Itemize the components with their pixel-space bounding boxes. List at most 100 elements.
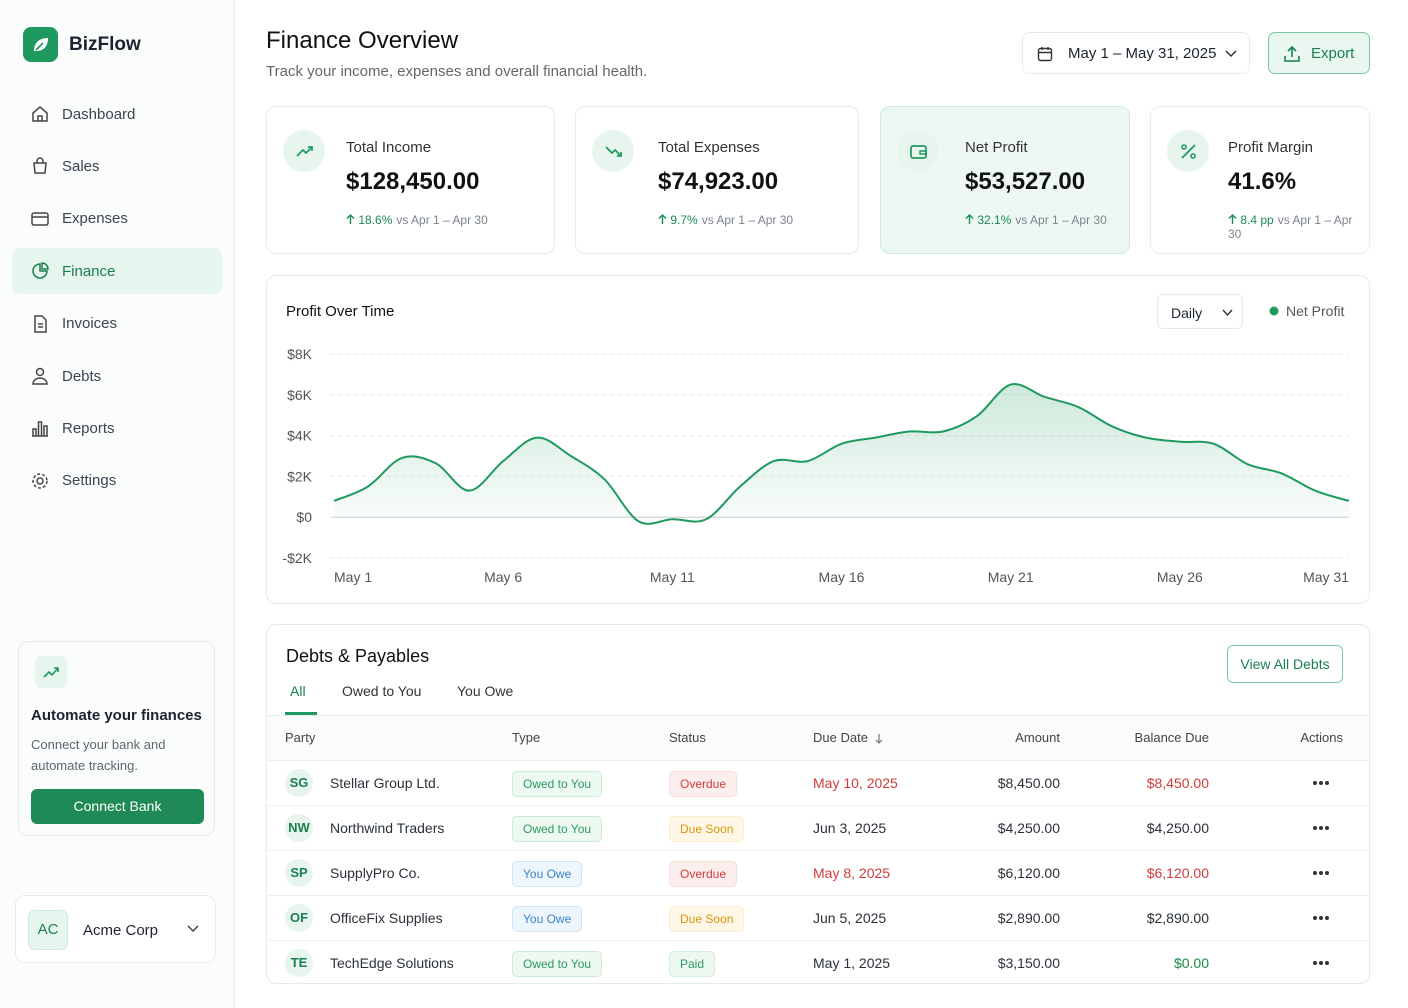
date-range: May 1 – May 31, 2025 — [1068, 45, 1217, 62]
account-switcher[interactable]: AC Acme Corp — [15, 895, 216, 963]
y-tick-label: $4K — [287, 428, 313, 444]
export-label: Export — [1311, 45, 1355, 62]
page-subtitle: Track your income, expenses and overall … — [266, 63, 648, 80]
balance-due: $2,890.00 — [1146, 910, 1209, 926]
type-badge: You Owe — [512, 906, 583, 932]
chart: -$2K $0 $2K $4K $6K $8K May 1 May 6 May 11 May 16… — [282, 303, 1350, 585]
kpi-value: $53,527.00 — [965, 168, 1086, 195]
nav-label: Dashboard — [62, 105, 136, 123]
account-name: Acme Corp — [83, 922, 159, 939]
kpi-change: 8.4 pp vs Apr 1 – Apr 30 — [1228, 213, 1369, 241]
actions-menu[interactable] — [1312, 960, 1330, 966]
kpi-label: Profit Margin — [1228, 139, 1314, 156]
due-date: Jun 5, 2025 — [813, 910, 887, 926]
status-badge: Overdue — [669, 771, 738, 797]
nav-item[interactable]: Settings — [12, 458, 222, 504]
debt-row[interactable]: OF OfficeFix Supplies You Owe Due Soon Jun 5… — [267, 895, 1369, 940]
status-badge: Paid — [669, 951, 716, 977]
amount: $4,250.00 — [997, 820, 1060, 836]
column-header: Type — [512, 730, 541, 745]
kpi-icon — [1167, 130, 1209, 172]
actions-menu[interactable] — [1312, 915, 1330, 921]
kpi-change-value: 18.6% — [358, 213, 393, 227]
party: OfficeFix Supplies — [330, 910, 443, 926]
x-tick-label: May 6 — [484, 569, 522, 585]
y-tick-label: -$2K — [282, 550, 312, 566]
chevron — [1222, 309, 1233, 317]
kpi-value: $128,450.00 — [346, 168, 480, 195]
nav-label: Expenses — [62, 210, 128, 228]
balance-due: $6,120.00 — [1146, 865, 1209, 881]
kpi-change-value: 9.7% — [670, 213, 698, 227]
status-badge: Overdue — [669, 861, 738, 887]
status-badge: Due Soon — [669, 816, 745, 842]
table-header: Party Type Status Due Date Amount Balanc… — [267, 715, 1369, 760]
kpi-label: Net Profit — [965, 139, 1028, 156]
period: Daily — [1171, 305, 1203, 321]
party: Stellar Group Ltd. — [330, 775, 440, 791]
nav-item[interactable]: Finance — [12, 248, 222, 295]
actions-menu[interactable] — [1312, 780, 1330, 786]
kpi-card: Total Income $128,450.00 18.6% vs Apr 1 – … — [266, 106, 555, 254]
line — [333, 383, 1350, 525]
kpi-icon — [283, 130, 325, 172]
actions-menu[interactable] — [1312, 825, 1330, 831]
tab[interactable]: Owed to You — [342, 683, 422, 699]
brand: BizFlow — [69, 34, 141, 55]
debt-row[interactable]: SP SupplyPro Co. You Owe Overdue May 8, 2025… — [267, 850, 1369, 895]
date-range-picker[interactable]: May 1 – May 31, 2025 — [1022, 32, 1250, 74]
tab[interactable]: You Owe — [457, 683, 514, 699]
nav-item[interactable]: Debts — [12, 353, 222, 399]
x-tick-label: May 1 — [334, 569, 372, 585]
debts-card: Debts & Payables All Owed to You You Owe… — [266, 624, 1370, 984]
nav-item[interactable]: Sales — [12, 143, 222, 189]
actions-menu[interactable] — [1312, 870, 1330, 876]
chart-card: Profit Over Time Daily -$2K $0 $2K $4K $6K $8… — [266, 275, 1370, 604]
party-avatar: TE — [285, 949, 313, 977]
amount: $3,150.00 — [997, 955, 1060, 971]
party-avatar: SG — [285, 769, 313, 797]
promo-card: Automate your finances Connect your bank… — [18, 641, 215, 836]
tab[interactable]: All — [290, 683, 306, 699]
balance-due: $8,450.00 — [1146, 775, 1209, 791]
party-avatar: SP — [285, 859, 313, 887]
legend-label: Net Profit — [1286, 303, 1344, 319]
kpi-comparison: vs Apr 1 – Apr 30 — [396, 213, 488, 227]
view-all-button[interactable]: View All Debts — [1227, 645, 1343, 683]
x-tick-label: May 21 — [988, 569, 1034, 585]
party: Northwind Traders — [330, 820, 445, 836]
type-badge: Owed to You — [512, 816, 603, 842]
period-select[interactable]: Daily — [1157, 294, 1243, 329]
kpi-card: Total Expenses $74,923.00 9.7% vs Apr 1 – … — [575, 106, 859, 254]
kpi-icon — [592, 130, 634, 172]
x-tick-label: May 11 — [650, 569, 695, 585]
promo-title: Automate your finances — [31, 707, 202, 724]
nav-item[interactable]: Dashboard — [12, 91, 222, 137]
nav-item[interactable]: Reports — [12, 405, 222, 451]
debt-row[interactable]: TE TechEdge Solutions Owed to You Paid May 1… — [267, 940, 1369, 983]
balance-due: $4,250.00 — [1146, 820, 1209, 836]
column-header: Status — [669, 730, 706, 745]
nav-icon — [33, 157, 47, 175]
due-date: Jun 3, 2025 — [813, 820, 887, 836]
party-avatar: NW — [285, 814, 313, 842]
column-header: Balance Due — [1134, 730, 1209, 745]
logo — [23, 27, 58, 62]
export-button[interactable]: Export — [1268, 32, 1370, 74]
area-fill — [334, 384, 1349, 524]
column-header: Actions — [1300, 730, 1343, 745]
nav-item[interactable]: Invoices — [12, 301, 222, 347]
up-arrow — [346, 214, 355, 224]
debt-row[interactable]: SG Stellar Group Ltd. Owed to You Overdue Ma… — [267, 760, 1369, 805]
calendar-icon — [1037, 47, 1053, 62]
page-title: Finance Overview — [266, 27, 459, 54]
column-header: Party — [285, 730, 316, 745]
connect-bank-button[interactable]: Connect Bank — [31, 789, 204, 824]
nav-icon — [31, 212, 49, 226]
column-header[interactable]: Due Date — [813, 730, 868, 745]
up-arrow — [965, 214, 974, 224]
nav-label: Finance — [62, 262, 116, 280]
nav-item[interactable]: Expenses — [12, 196, 222, 242]
debt-row[interactable]: NW Northwind Traders Owed to You Due Soon Ju… — [267, 805, 1369, 850]
nav-icon — [34, 314, 47, 333]
